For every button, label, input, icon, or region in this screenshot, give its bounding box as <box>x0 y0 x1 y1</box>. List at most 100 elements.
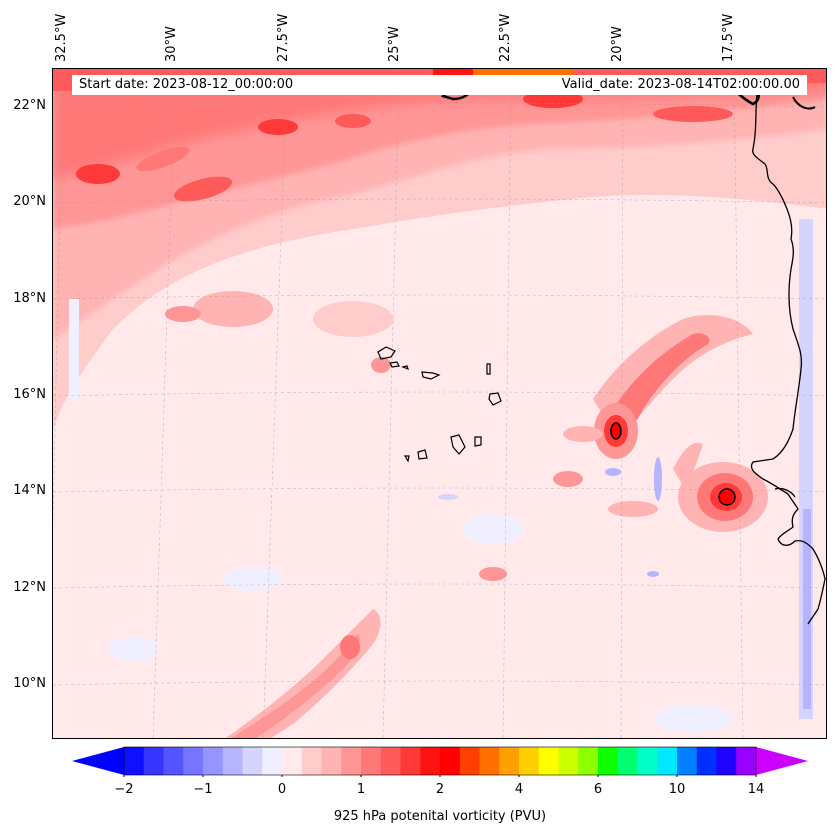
lat-label-18n: 18°N <box>13 291 46 306</box>
feature-a <box>553 471 583 487</box>
lat-label-20n: 20°N <box>13 194 46 209</box>
colorbar-cell <box>301 747 322 775</box>
colorbar-cell <box>440 747 461 775</box>
red-patch <box>433 69 473 77</box>
lon-label-30w: 30°W <box>164 26 179 62</box>
colorbar-cell <box>321 747 342 775</box>
streak-8 <box>103 235 163 263</box>
colorbar-cells <box>124 747 757 775</box>
cape-verde-islands <box>377 346 502 463</box>
blue-patch-7 <box>108 637 158 661</box>
colorbar-tick-label: −1 <box>193 782 213 797</box>
blue-patch-3 <box>647 571 659 577</box>
colorbar-cell <box>657 747 678 775</box>
colorbar-cell <box>124 747 145 775</box>
lon-label-20w: 20°W <box>610 26 625 62</box>
colorbar-cell <box>420 747 441 775</box>
map-panel[interactable] <box>52 68 827 739</box>
colorbar-cell <box>282 747 303 775</box>
colorbar-cell <box>716 747 737 775</box>
colorbar-tick-label: 14 <box>747 782 765 797</box>
colorbar-cell <box>459 747 480 775</box>
blue-patch-1 <box>654 457 662 501</box>
colorbar-cell <box>222 747 243 775</box>
colorbar-cell <box>361 747 382 775</box>
vortex-2-core <box>718 488 736 506</box>
start-date-label: Start date: 2023-08-12_00:00:00 <box>79 77 294 92</box>
colorbar-tick-label: 4 <box>514 782 524 797</box>
colorbar-cell <box>499 747 520 775</box>
feature-d <box>371 357 391 373</box>
lat-label-10n: 10°N <box>13 676 46 691</box>
streak-2 <box>173 176 233 202</box>
vortex-1-core <box>610 422 622 440</box>
colorbar-cell <box>519 747 540 775</box>
colorbar <box>72 746 808 777</box>
contour-top-3 <box>792 96 816 110</box>
streak-3 <box>258 119 298 135</box>
blue-patch-4 <box>438 494 458 500</box>
colorbar-tick-label: 6 <box>593 782 603 797</box>
pv-band-core <box>53 69 826 179</box>
colorbar-tick-label: 0 <box>277 782 287 797</box>
valid-date-label: Valid_date: 2023-08-14T02:00:00.00 <box>561 77 800 92</box>
lon-label-27-5w: 27.5°W <box>276 13 291 62</box>
lon-label-25w: 25°W <box>387 26 402 62</box>
colorbar-cell <box>479 747 500 775</box>
colorbar-cell <box>578 747 599 775</box>
colorbar-cell <box>617 747 638 775</box>
vortex-2-arm <box>673 442 703 489</box>
lon-label-32-5w: 32.5°W <box>54 13 69 62</box>
colorbar-cell <box>696 747 717 775</box>
blue-patch-5 <box>463 514 523 544</box>
colorbar-cell <box>637 747 658 775</box>
feature-c <box>479 567 507 581</box>
colorbar-over-arrow <box>756 747 808 775</box>
blue-patch-8 <box>653 705 733 733</box>
lon-label-22-5w: 22.5°W <box>498 13 513 62</box>
blue-patch-2 <box>605 468 621 476</box>
colorbar-cell <box>242 747 263 775</box>
blue-strip-east-core <box>803 509 811 709</box>
colorbar-under-arrow <box>72 747 124 775</box>
colorbar-cell <box>558 747 579 775</box>
feature-e <box>313 301 393 337</box>
coast-inlet <box>774 487 796 498</box>
colorbar-tick-marks <box>123 775 757 777</box>
graticule <box>53 69 826 738</box>
colorbar-cell <box>400 747 421 775</box>
blue-strip-west <box>69 299 79 399</box>
wave-streak-core <box>613 333 710 437</box>
streak-4 <box>335 114 371 128</box>
feature-b <box>608 501 658 517</box>
streak-1 <box>76 164 120 184</box>
colorbar-cell <box>262 747 283 775</box>
lat-label-16n: 16°N <box>13 387 46 402</box>
colorbar-tick-label: −2 <box>114 782 134 797</box>
lat-label-12n: 12°N <box>13 580 46 595</box>
colorbar-cell <box>736 747 757 775</box>
colorbar-cell <box>677 747 698 775</box>
african-coastline <box>750 93 826 625</box>
streak-10 <box>165 306 201 322</box>
sw-blob <box>340 635 360 659</box>
colorbar-title: 925 hPa potenital vorticity (PVU) <box>333 809 547 824</box>
colorbar-cell <box>380 747 401 775</box>
colorbar-tick-label: 2 <box>435 782 445 797</box>
lat-label-14n: 14°N <box>13 483 46 498</box>
streak-7 <box>136 146 190 172</box>
vortex-1-tail <box>563 426 603 442</box>
colorbar-tick-label: 10 <box>668 782 686 797</box>
colorbar-cell <box>143 747 164 775</box>
colorbar-cell <box>163 747 184 775</box>
streak-6 <box>653 106 733 122</box>
blue-patch-6 <box>223 567 283 591</box>
date-info-box: Start date: 2023-08-12_00:00:00 Valid_da… <box>72 75 807 95</box>
map-canvas <box>53 69 826 738</box>
colorbar-cell <box>203 747 224 775</box>
colorbar-cell <box>538 747 559 775</box>
colorbar-tick-label: 1 <box>356 782 366 797</box>
colorbar-cell <box>183 747 204 775</box>
orange-patch <box>473 69 573 75</box>
lon-label-17-5w: 17.5°W <box>721 13 736 62</box>
